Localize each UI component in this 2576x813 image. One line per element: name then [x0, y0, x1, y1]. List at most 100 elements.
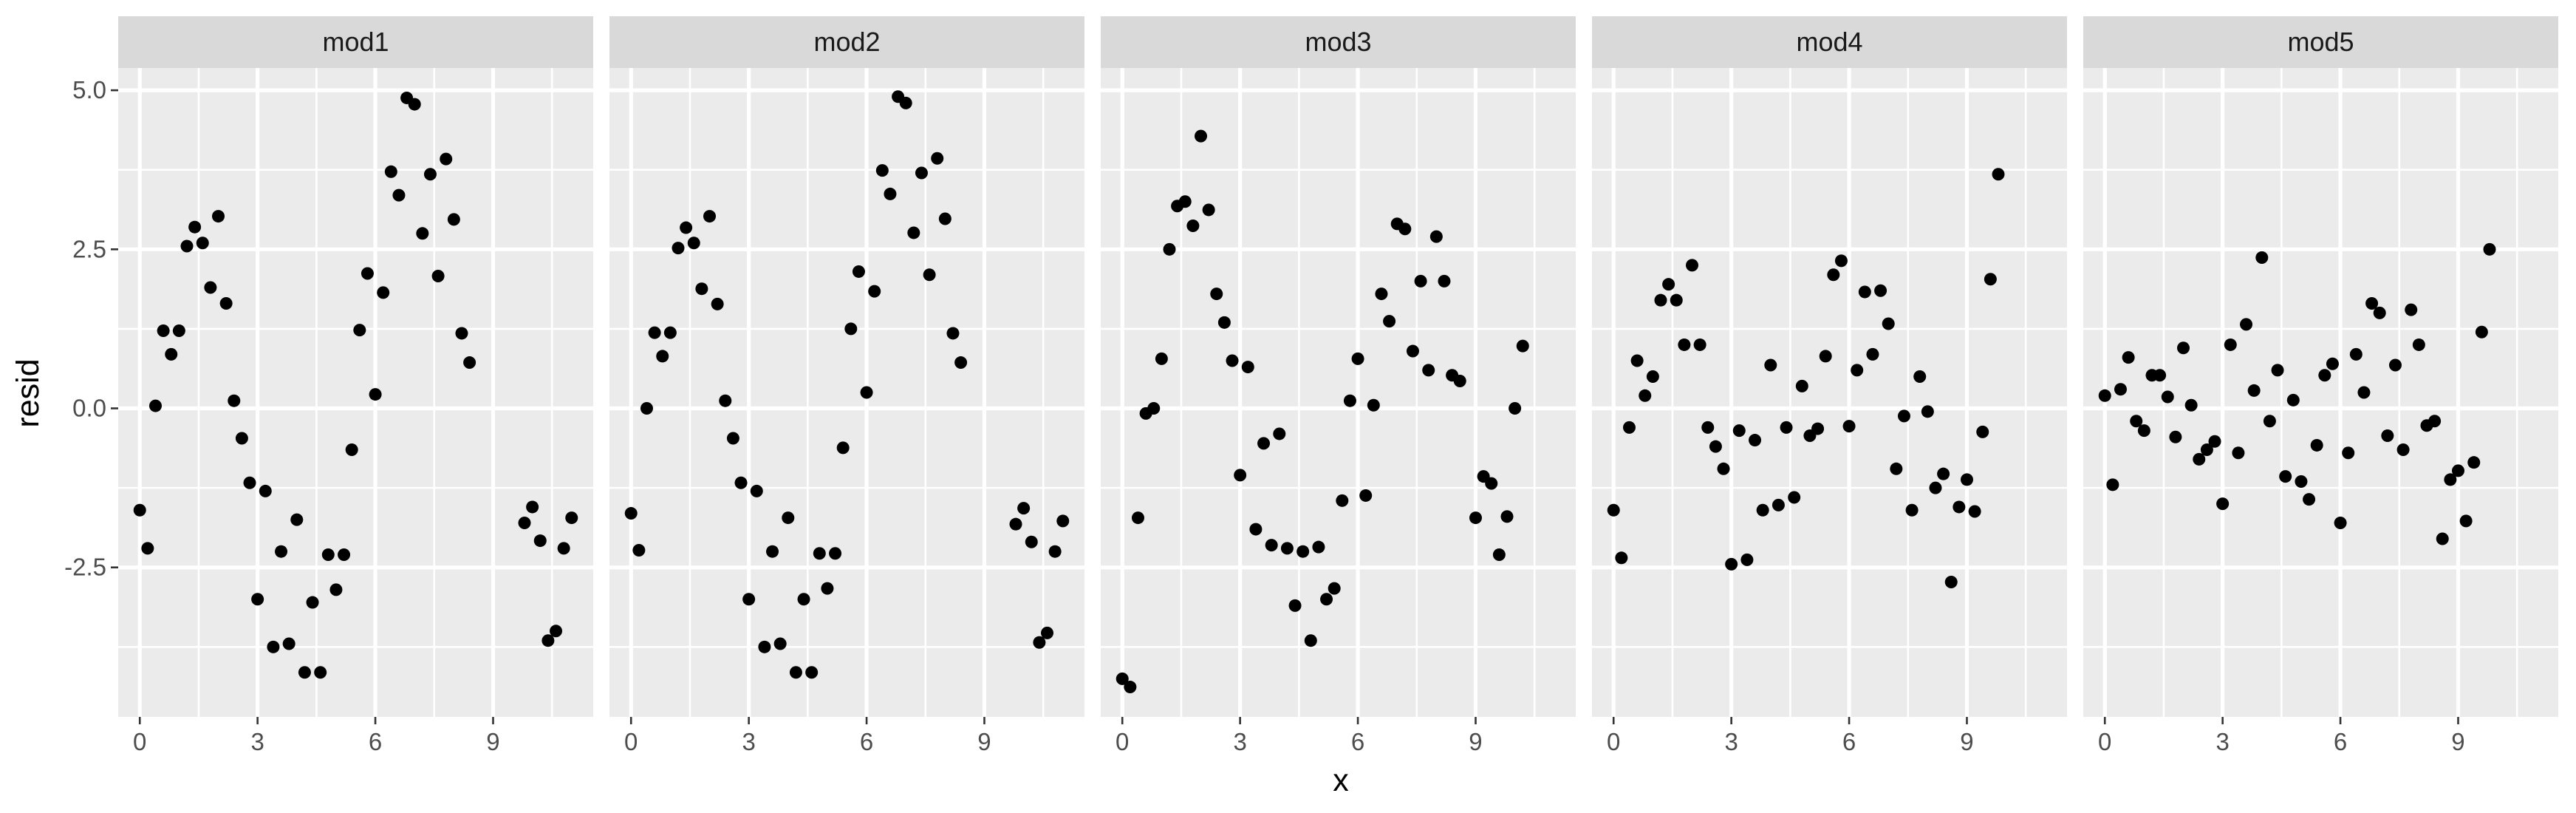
- data-point: [1048, 545, 1062, 558]
- data-point: [1485, 477, 1498, 490]
- data-point: [1811, 422, 1825, 435]
- data-point: [440, 152, 453, 166]
- data-point: [805, 666, 819, 679]
- data-point: [695, 282, 708, 296]
- data-point: [2130, 415, 2143, 428]
- data-point: [565, 511, 578, 525]
- data-point: [219, 296, 233, 310]
- data-point: [1186, 219, 1200, 232]
- facet-strip: [2083, 16, 2558, 68]
- data-point: [1764, 358, 1777, 372]
- data-point: [1469, 511, 1482, 525]
- x-tick-label: 3: [250, 728, 264, 755]
- x-tick-label: 9: [2451, 728, 2464, 755]
- data-point: [2396, 443, 2410, 456]
- x-tick-label: 9: [1469, 728, 1482, 755]
- facet-strip: [118, 16, 593, 68]
- data-point: [2098, 389, 2111, 402]
- data-point: [1438, 274, 1451, 288]
- x-tick-label: 6: [860, 728, 873, 755]
- data-point: [915, 166, 928, 180]
- data-point: [1921, 405, 1934, 418]
- data-point: [1500, 510, 1514, 523]
- data-point: [392, 188, 406, 202]
- panel-background: [1101, 68, 1576, 717]
- panel-background: [2083, 68, 2558, 717]
- data-point: [2153, 369, 2167, 382]
- data-point: [1351, 352, 1364, 365]
- data-point: [2286, 393, 2300, 406]
- facet-strip-label: mod5: [2287, 27, 2354, 57]
- data-point: [2451, 464, 2464, 477]
- data-point: [165, 347, 178, 361]
- data-point: [680, 221, 693, 234]
- data-point: [1398, 222, 1412, 236]
- data-point: [2381, 429, 2394, 443]
- data-point: [844, 322, 858, 336]
- data-point: [1234, 469, 1247, 482]
- data-point: [852, 265, 865, 278]
- data-point: [1124, 681, 1137, 694]
- data-point: [1701, 421, 1715, 434]
- data-point: [1249, 523, 1263, 536]
- data-point: [750, 484, 763, 497]
- data-point: [624, 507, 638, 520]
- data-point: [2295, 475, 2308, 489]
- data-point: [938, 212, 952, 225]
- data-point: [1654, 293, 1667, 307]
- data-point: [1740, 553, 1754, 566]
- data-point: [1178, 195, 1192, 208]
- data-point: [789, 666, 802, 679]
- data-point: [1913, 370, 1927, 383]
- data-point: [656, 350, 669, 363]
- data-point: [2349, 347, 2363, 361]
- x-tick-label: 3: [1233, 728, 1246, 755]
- y-tick-label: 5.0: [72, 76, 106, 103]
- facet-panels: mod1 0 3 6 9 mod2 0 3 6 9 mod3 0 3 6 9 mod4 0 3 6 9 mod5 0 3 6 9: [118, 16, 2558, 755]
- data-point: [228, 394, 241, 407]
- data-point: [1147, 402, 1161, 415]
- facet-panel-mod2: mod2 0 3 6 9: [609, 16, 1084, 755]
- data-point: [742, 593, 756, 606]
- y-tick-label: -2.5: [64, 554, 106, 581]
- x-tick-label: 9: [486, 728, 499, 755]
- data-point: [1312, 540, 1325, 554]
- data-point: [1788, 491, 1801, 504]
- data-point: [813, 547, 826, 560]
- data-point: [1874, 284, 1887, 297]
- x-tick-label: 0: [1116, 728, 1129, 755]
- data-point: [1662, 278, 1675, 291]
- facet-strip: [609, 16, 1084, 68]
- data-point: [204, 281, 217, 294]
- x-tick-label: 0: [2098, 728, 2111, 755]
- data-point: [275, 545, 288, 558]
- data-point: [2216, 497, 2230, 511]
- data-point: [533, 534, 547, 548]
- x-tick-label: 0: [624, 728, 638, 755]
- data-point: [836, 441, 850, 455]
- data-point: [2169, 430, 2182, 443]
- x-tick-label: 0: [133, 728, 146, 755]
- data-point: [2263, 415, 2276, 428]
- data-point: [329, 583, 343, 596]
- data-point: [1422, 364, 1435, 377]
- data-point: [1241, 361, 1254, 374]
- data-point: [1866, 347, 1879, 361]
- data-point: [860, 386, 873, 399]
- data-point: [1280, 542, 1294, 555]
- data-point: [1607, 503, 1620, 517]
- data-point: [1630, 354, 1644, 367]
- data-point: [711, 297, 724, 310]
- data-point: [2310, 438, 2323, 452]
- data-point: [518, 516, 531, 529]
- data-point: [1273, 427, 1286, 440]
- data-point: [1929, 481, 1942, 494]
- data-point: [1288, 599, 1302, 612]
- data-point: [687, 237, 700, 250]
- data-point: [1414, 274, 1427, 288]
- data-point: [884, 187, 897, 200]
- data-point: [416, 227, 429, 240]
- y-axis: -2.5 0.0 2.5 5.0: [64, 76, 118, 581]
- data-point: [1953, 500, 1966, 514]
- data-point: [1992, 168, 2005, 181]
